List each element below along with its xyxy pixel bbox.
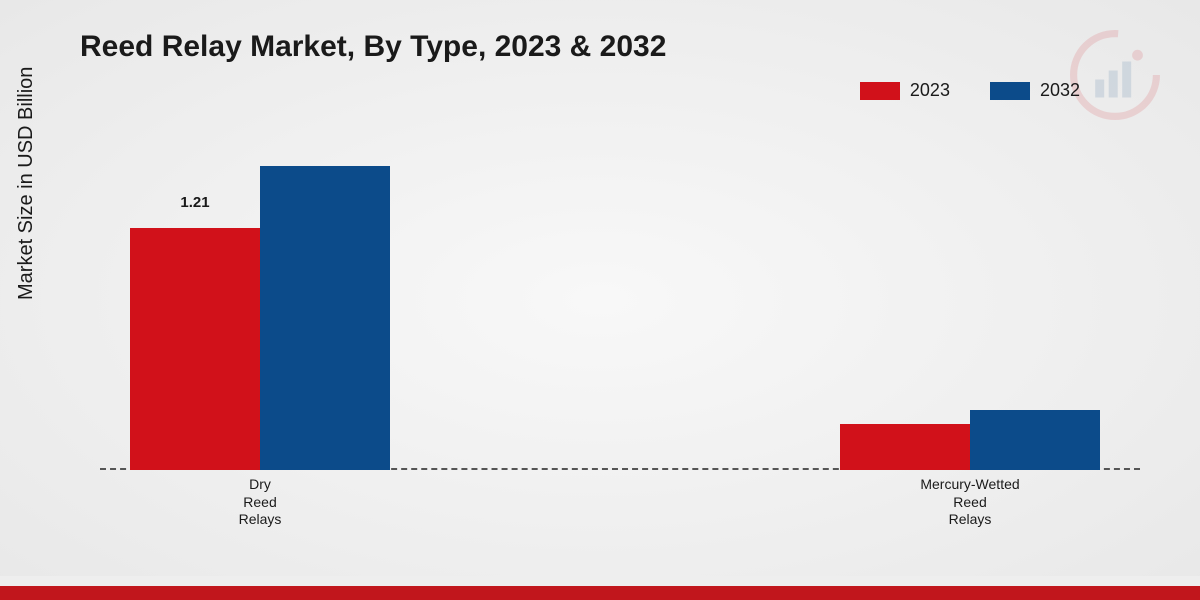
- legend-swatch: [990, 82, 1030, 100]
- bar: [260, 166, 390, 470]
- page-title: Reed Relay Market, By Type, 2023 & 2032: [80, 30, 666, 64]
- legend-label: 2023: [910, 80, 950, 101]
- legend-label: 2032: [1040, 80, 1080, 101]
- legend-swatch: [860, 82, 900, 100]
- bar-value-label: 1.21: [180, 194, 209, 211]
- brand-watermark: [1070, 30, 1160, 120]
- bar: [130, 228, 260, 470]
- plot-area: 1.21Dry Reed RelaysMercury-Wetted Reed R…: [100, 130, 1140, 470]
- legend-item-2023: 2023: [860, 80, 950, 101]
- bar: [840, 424, 970, 470]
- x-axis-label: Mercury-Wetted Reed Relays: [920, 470, 1019, 529]
- footer-stripe: [0, 586, 1200, 600]
- bar: [970, 410, 1100, 470]
- footer-underlay: [0, 576, 1200, 586]
- legend: 2023 2032: [860, 80, 1080, 101]
- x-axis-label: Dry Reed Relays: [239, 470, 282, 529]
- y-axis-label: Market Size in USD Billion: [15, 67, 38, 300]
- legend-item-2032: 2032: [990, 80, 1080, 101]
- chart-page: Reed Relay Market, By Type, 2023 & 2032 …: [0, 0, 1200, 600]
